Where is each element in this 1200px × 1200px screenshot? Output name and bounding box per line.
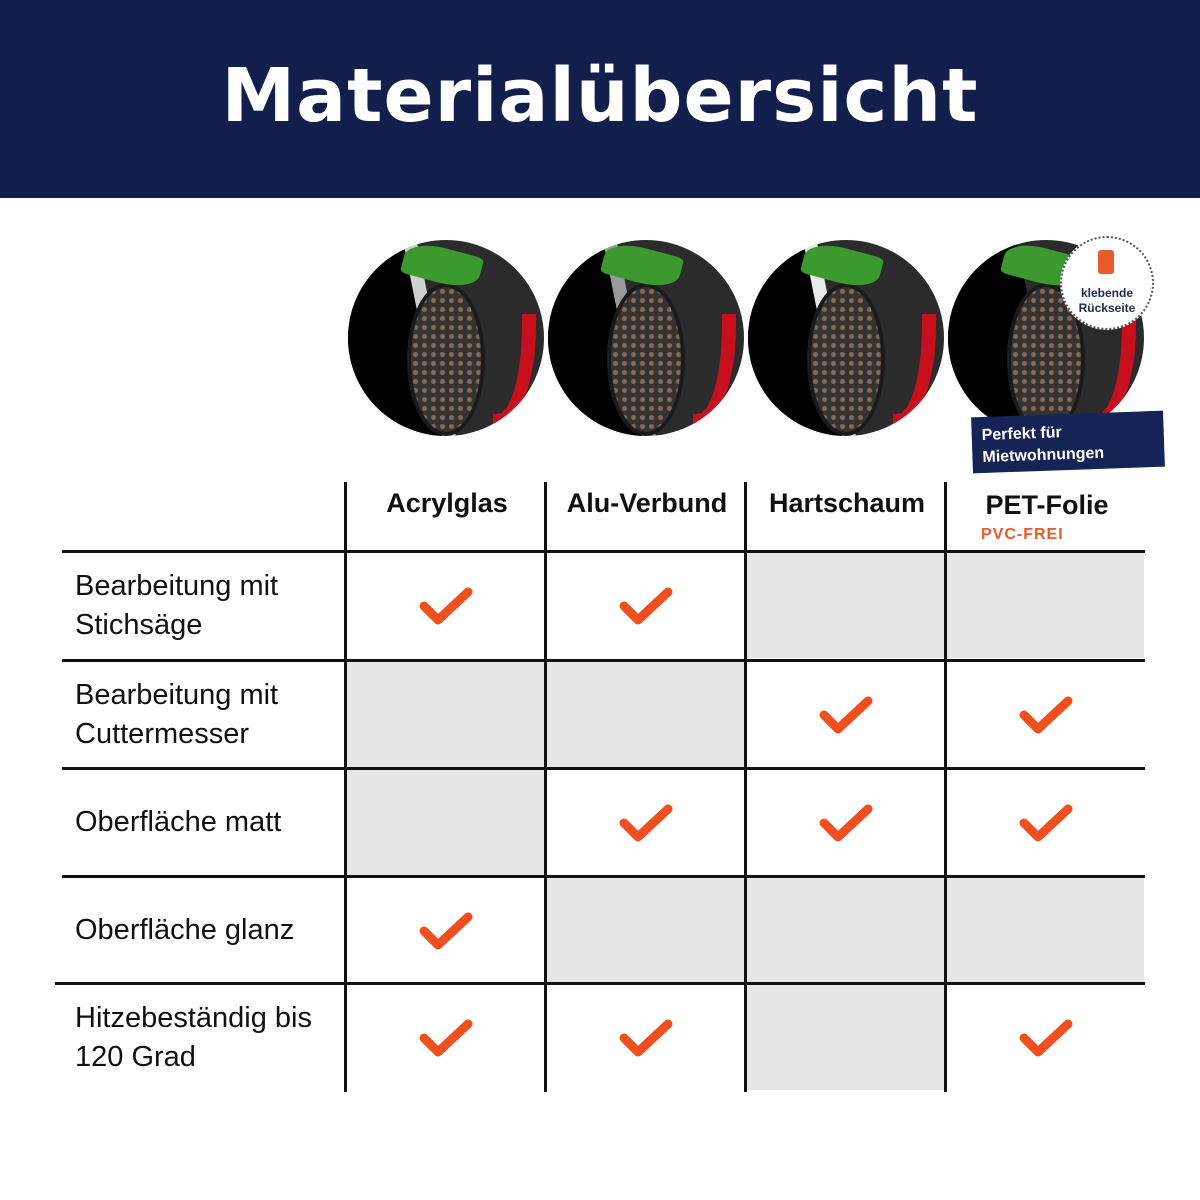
column-header: Alu-Verbund [566,488,728,518]
row-label: Oberfläche matt [75,806,282,838]
column-header: PET-Folie [985,490,1109,520]
checkmark-icon [419,587,472,624]
checkmark-icon [819,804,872,841]
cell-unsupported [947,878,1144,983]
row-label: Oberfläche glanz [75,914,295,946]
cell-supported [347,878,544,983]
cell-supported [947,770,1144,875]
page-title: Materialübersicht [221,53,979,139]
checkmark-icon [1019,804,1072,841]
cell-supported [947,985,1144,1090]
cell-supported [347,553,544,658]
column-divider [344,482,347,1092]
adhesive-icon [1098,250,1114,274]
column-header: Acrylglas [386,488,508,518]
row-divider [62,659,1145,662]
row-label: Bearbeitung mit Cuttermesser [75,678,279,750]
badge-text-1: klebende [1080,286,1134,300]
row-divider [62,767,1145,770]
checkmark-icon [619,804,672,841]
checkmark-icon [619,1019,672,1056]
cell-unsupported [347,770,544,875]
cell-supported [747,770,944,875]
row-divider [62,550,1145,553]
checkmark-icon [1019,696,1072,733]
header: Materialübersicht [0,0,1200,198]
banner-text-2: Mietwohnungen [982,444,1105,466]
cell-supported [947,662,1144,767]
cell-supported [547,553,744,658]
checkmark-icon [619,587,672,624]
cell-unsupported [347,662,544,767]
column-divider [944,482,947,1092]
checkmark-icon [419,912,472,949]
cell-supported [547,985,744,1090]
cell-unsupported [747,878,944,983]
adhesive-back-badge: klebende Rückseite [1060,236,1154,330]
material-sample-image [548,240,744,436]
cell-unsupported [747,553,944,658]
cell-unsupported [747,985,944,1090]
pvc-free-label: PVC-FREI [981,526,1064,543]
cell-unsupported [547,662,744,767]
material-sample-image [748,240,944,436]
cell-supported [547,770,744,875]
checkmark-icon [819,696,872,733]
material-sample-image [348,240,544,436]
cell-supported [347,985,544,1090]
column-divider [544,482,547,1092]
row-label: Hitzebeständig bis 120 Grad [75,1001,312,1073]
column-header: Hartschaum [768,488,926,518]
checkmark-icon [1019,1019,1072,1056]
rental-banner: Perfekt für Mietwohnungen [971,410,1165,474]
cell-supported [747,662,944,767]
row-divider [62,875,1145,878]
row-divider [55,982,1145,985]
cell-unsupported [547,878,744,983]
column-divider [744,482,747,1092]
cell-unsupported [947,553,1144,658]
badge-text-2: Rückseite [1078,301,1136,315]
row-label: Bearbeitung mit Stichsäge [75,569,279,641]
checkmark-icon [419,1019,472,1056]
